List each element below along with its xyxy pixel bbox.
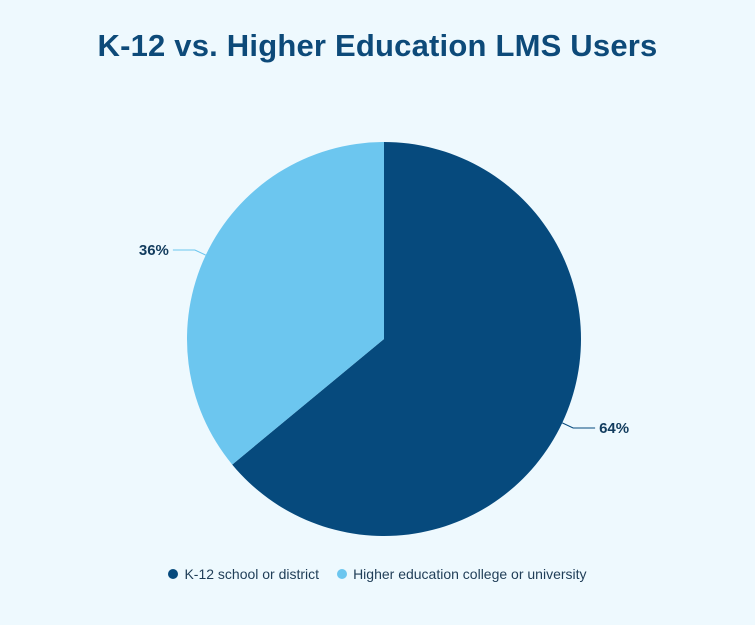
leader-line-0 xyxy=(562,422,596,429)
pie-slice-0[interactable] xyxy=(232,142,581,536)
legend-item-k12[interactable]: K-12 school or district xyxy=(168,566,319,582)
pie-slice-1[interactable] xyxy=(186,142,384,465)
slice-label-1: 36% xyxy=(139,242,169,259)
legend-swatch-k12 xyxy=(168,569,179,579)
legend-swatch-higher-ed xyxy=(337,569,348,579)
chart-legend: K-12 school or district Higher education… xyxy=(0,566,755,582)
leader-line-1 xyxy=(172,249,206,256)
legend-item-higher-ed[interactable]: Higher education college or university xyxy=(337,566,587,582)
chart-title: K-12 vs. Higher Education LMS Users xyxy=(97,28,658,63)
legend-label-higher-ed: Higher education college or university xyxy=(353,566,587,582)
legend-label-k12: K-12 school or district xyxy=(184,566,320,582)
slice-label-0: 64% xyxy=(599,420,629,437)
